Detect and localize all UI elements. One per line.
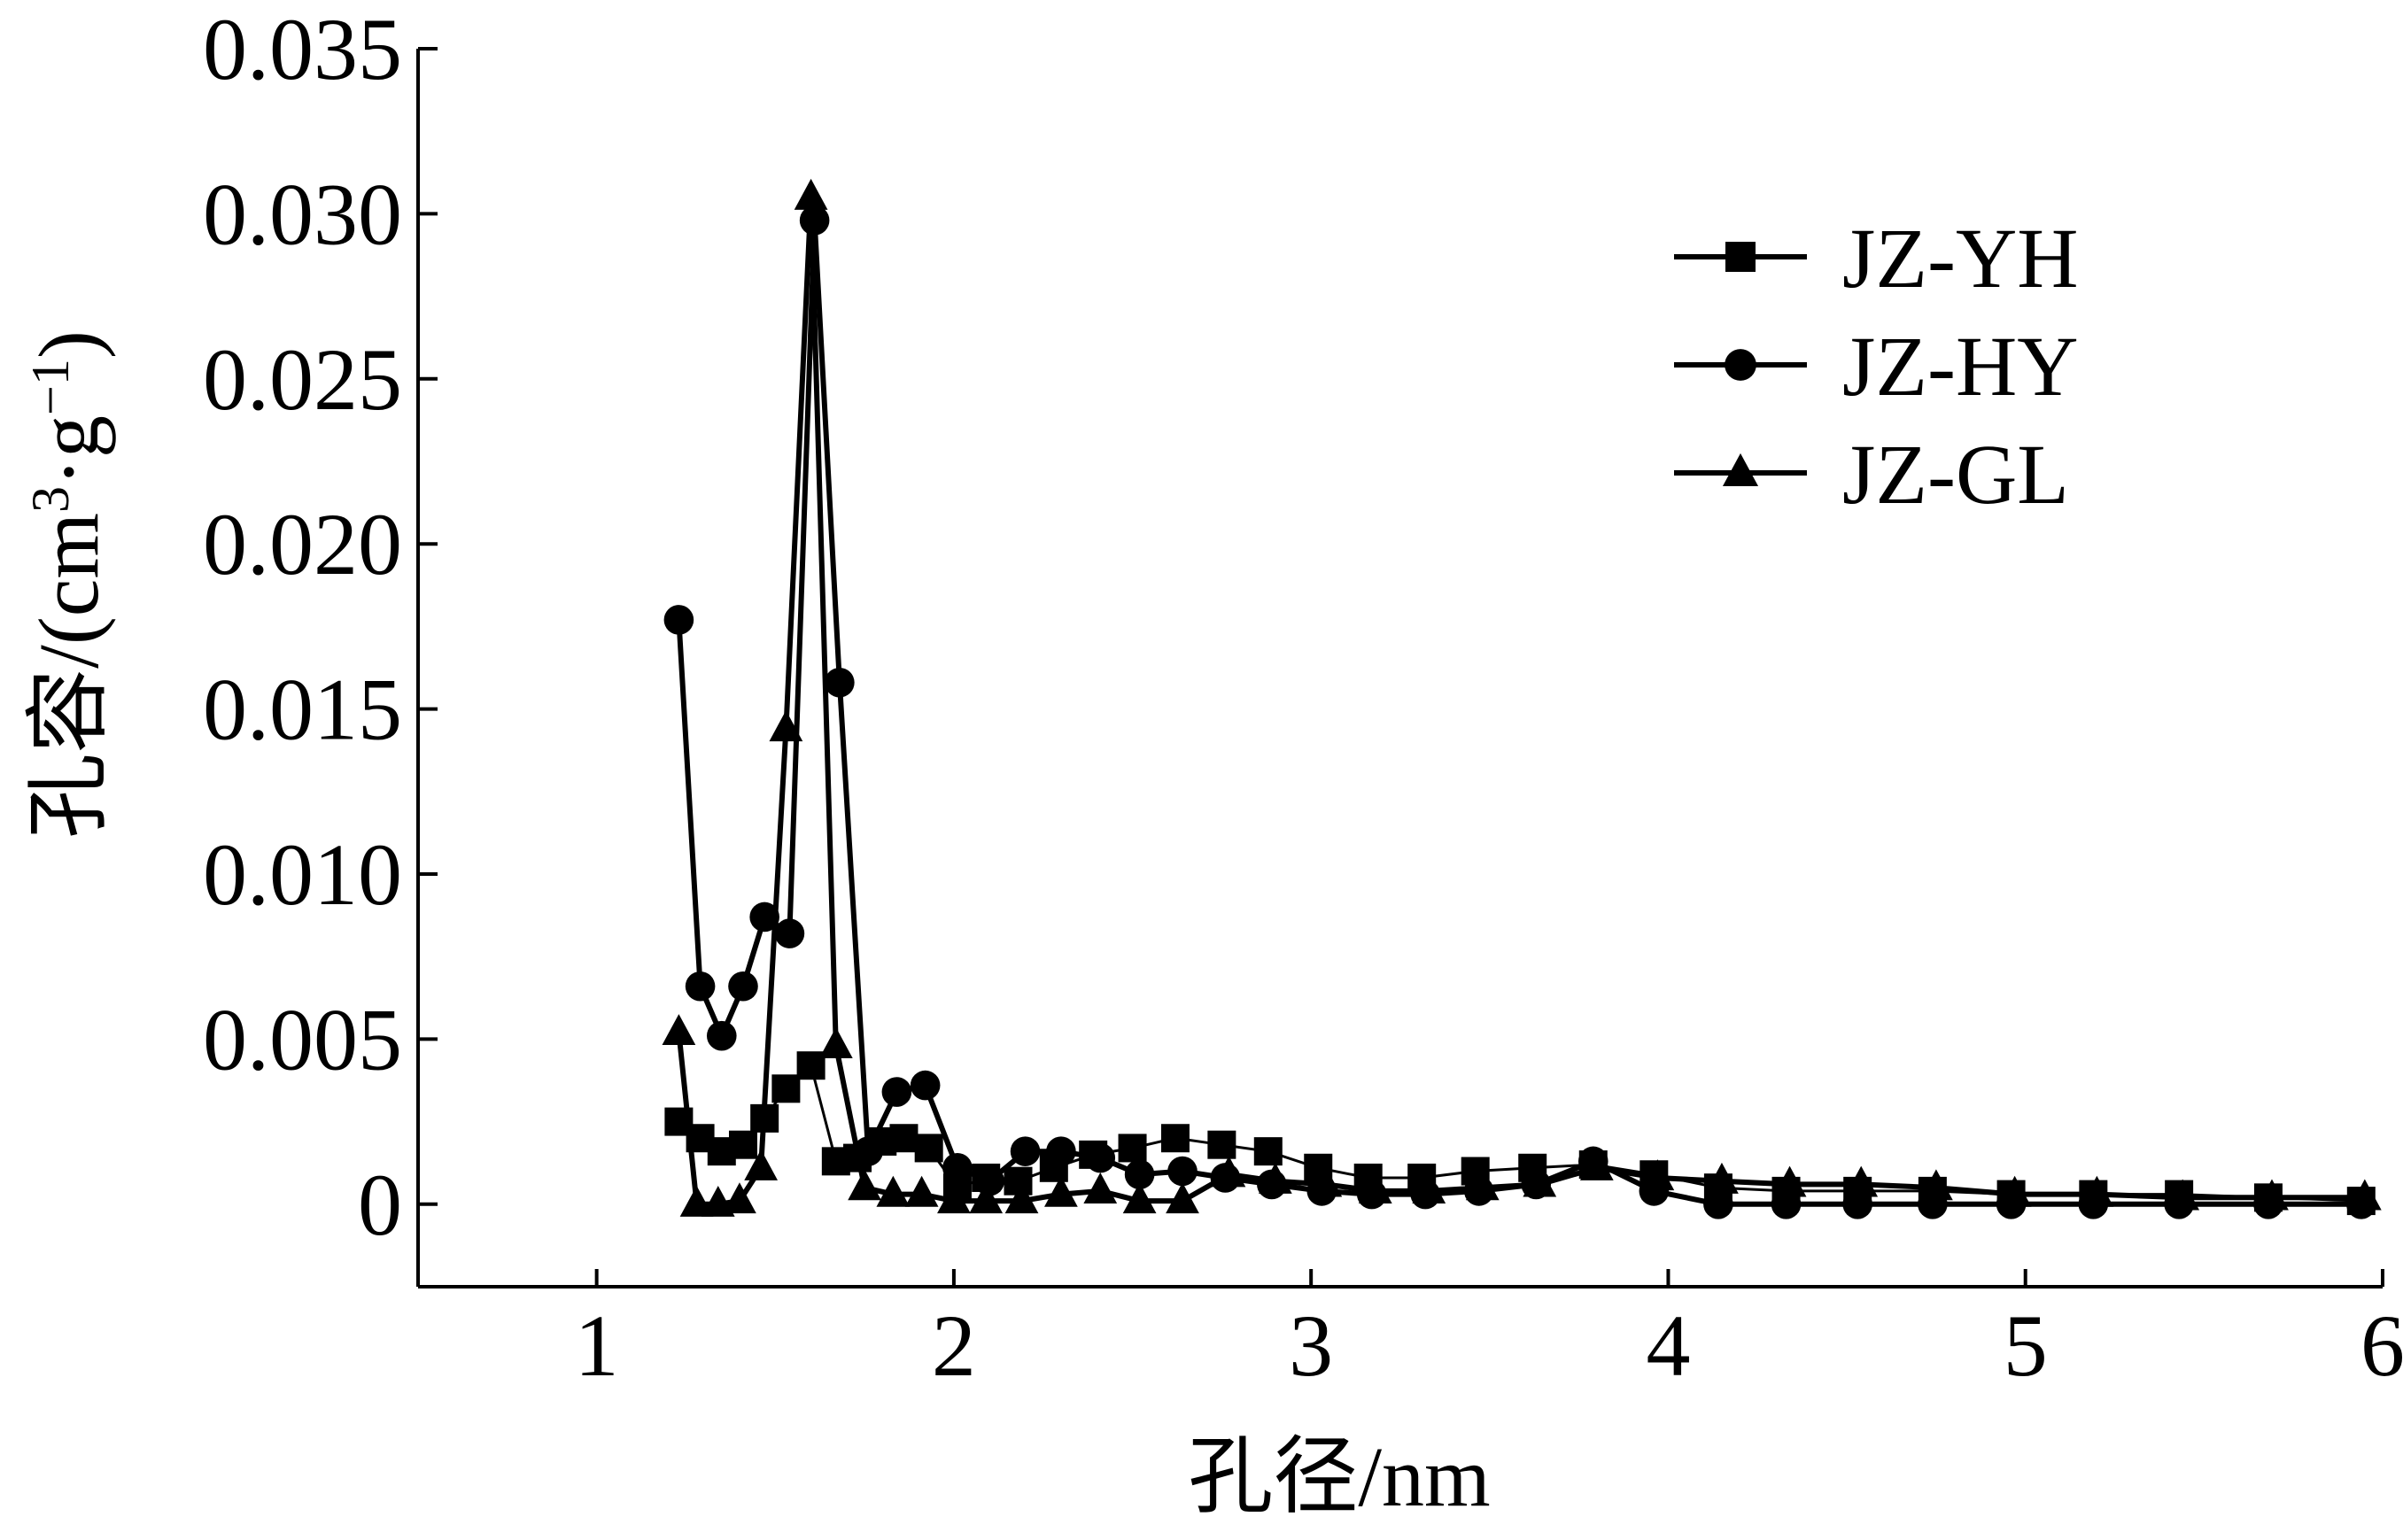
marker-circle <box>685 971 716 1002</box>
series-layer <box>662 178 2382 1219</box>
marker-square <box>1253 1137 1283 1166</box>
marker-square <box>889 1124 919 1153</box>
y-tick-label: 0.015 <box>203 661 402 759</box>
marker-triangle <box>969 1182 1004 1214</box>
marker-circle <box>974 1165 1005 1196</box>
legend-item: JZ-GL <box>1674 427 2069 522</box>
marker-circle <box>1010 1136 1041 1166</box>
marker-triangle <box>818 1027 853 1058</box>
marker-circle <box>1703 1189 1733 1219</box>
marker-triangle <box>1722 453 1759 486</box>
x-tick-label: 6 <box>2360 1296 2403 1395</box>
marker-triangle <box>1122 1182 1157 1214</box>
marker-triangle <box>1412 1172 1446 1203</box>
marker-triangle <box>937 1182 971 1214</box>
y-axis-title: 孔容/(cm3·g−1) <box>21 330 116 839</box>
y-axis-title-end: ) <box>21 330 116 359</box>
x-ticks: 1 2 3 4 5 6 <box>575 1269 2403 1395</box>
series-jz-hy <box>663 205 2376 1219</box>
marker-triangle <box>1308 1165 1343 1197</box>
marker-square <box>728 1130 757 1159</box>
marker-square <box>1118 1134 1147 1163</box>
marker-circle <box>942 1152 973 1183</box>
legend-label: JZ-HY <box>1842 319 2079 414</box>
marker-circle <box>825 667 855 698</box>
x-tick-label: 2 <box>932 1296 976 1395</box>
x-tick-label: 5 <box>2004 1296 2048 1395</box>
marker-circle <box>706 1020 737 1051</box>
marker-square <box>1207 1130 1236 1159</box>
marker-triangle <box>1772 1165 1807 1197</box>
marker-triangle <box>1358 1172 1392 1203</box>
x-axis-title: 孔径/nm <box>1188 1429 1490 1524</box>
marker-circle <box>1725 349 1756 381</box>
marker-circle <box>1046 1136 1076 1166</box>
marker-triangle <box>1044 1175 1078 1207</box>
marker-triangle <box>848 1169 881 1201</box>
legend-item: JZ-HY <box>1674 319 2079 414</box>
marker-circle <box>1124 1159 1155 1190</box>
marker-triangle <box>1523 1165 1557 1197</box>
marker-circle <box>728 971 758 1002</box>
marker-square <box>914 1134 943 1163</box>
y-axis-title-sup-minus1: −1 <box>21 359 80 415</box>
marker-triangle <box>662 1014 696 1046</box>
y-axis-title-mid: ·g <box>21 415 116 486</box>
y-axis-title-main: 孔容/(cm <box>21 513 116 839</box>
marker-circle <box>881 1077 912 1107</box>
x-tick-label: 1 <box>575 1296 619 1395</box>
y-tick-label: 0.025 <box>203 330 402 429</box>
marker-square <box>1725 242 1756 272</box>
marker-triangle <box>1258 1162 1292 1194</box>
series-jz-gl <box>662 178 2382 1217</box>
marker-triangle <box>2166 1179 2200 1211</box>
marker-circle <box>749 902 779 933</box>
marker-triangle <box>1166 1182 1199 1214</box>
marker-circle <box>1167 1156 1198 1187</box>
marker-triangle <box>876 1175 911 1207</box>
marker-triangle <box>1579 1149 1614 1180</box>
marker-triangle <box>1083 1172 1118 1203</box>
marker-triangle <box>1705 1162 1739 1194</box>
marker-triangle <box>1844 1165 1879 1197</box>
marker-triangle <box>679 1185 714 1217</box>
marker-square <box>1160 1124 1190 1153</box>
marker-circle <box>663 605 694 635</box>
y-tick-label: 0.035 <box>203 0 402 98</box>
series-line <box>676 197 2365 1207</box>
marker-triangle <box>723 1182 756 1214</box>
y-axis-title-sup-3: 3 <box>21 486 80 513</box>
legend-item: JZ-YH <box>1674 211 2079 306</box>
y-ticks: 0 0.005 0.010 0.015 0.020 0.025 0.030 0.035 <box>203 0 438 1254</box>
marker-triangle <box>769 710 803 742</box>
legend-label: JZ-GL <box>1842 427 2069 522</box>
marker-triangle <box>1212 1156 1246 1188</box>
marker-triangle <box>1465 1169 1500 1201</box>
y-tick-label: 0 <box>358 1156 402 1254</box>
marker-circle <box>910 1070 941 1101</box>
marker-square <box>771 1074 801 1103</box>
marker-triangle <box>794 178 828 210</box>
marker-triangle <box>904 1175 939 1207</box>
marker-triangle <box>744 1149 779 1180</box>
legend: JZ-YH JZ-HY JZ-GL <box>1674 211 2079 522</box>
legend-label: JZ-YH <box>1842 211 2079 306</box>
marker-triangle <box>2080 1175 2114 1207</box>
y-tick-label: 0.005 <box>203 990 402 1088</box>
marker-triangle <box>2255 1179 2289 1211</box>
x-tick-label: 4 <box>1646 1296 1690 1395</box>
x-tick-label: 3 <box>1289 1296 1333 1395</box>
marker-circle <box>1085 1142 1116 1173</box>
y-tick-label: 0.020 <box>203 495 402 593</box>
marker-triangle <box>1997 1175 2032 1207</box>
marker-triangle <box>2347 1179 2382 1211</box>
y-tick-label: 0.030 <box>203 165 402 263</box>
y-tick-label: 0.010 <box>203 825 402 924</box>
marker-triangle <box>1919 1169 1953 1201</box>
marker-triangle <box>1004 1182 1039 1214</box>
marker-circle <box>774 918 805 948</box>
series-line <box>676 220 2361 1207</box>
marker-triangle <box>1640 1159 1675 1191</box>
